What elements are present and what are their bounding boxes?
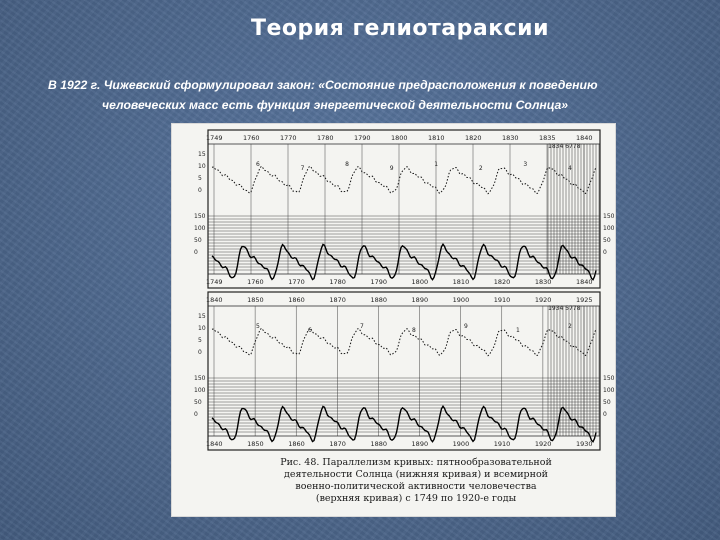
bottom_panel-lower-year-label: 1860 [288, 440, 305, 448]
bottom_panel-y-tick-upper: 10 [198, 325, 206, 332]
bottom_panel-peak-label: 1 [516, 327, 520, 334]
bottom_panel-y-tick-lower: 100 [194, 387, 206, 394]
bottom_panel-peak-label: 5 [256, 323, 260, 330]
caption-line-2: деятельности Солнца (нижняя кривая) и вс… [283, 469, 549, 480]
top_panel-peak-label: 3 [523, 161, 527, 168]
top_panel-upper-year-label: 1830 [502, 134, 519, 142]
top_panel-peak-label: 6 [256, 161, 260, 168]
bottom_panel-upper-year-label: 1840 [206, 296, 223, 304]
bottom_panel-peak-label: 6 [308, 327, 312, 334]
top_panel-upper-year-label: 1810 [428, 134, 445, 142]
bottom_panel-upper-year-label: 1860 [288, 296, 305, 304]
bottom_panel-y-tick-right: 0 [603, 411, 607, 418]
figure-chart-svg: 1749 1760 1770 1780 1790 1800 1810 1820 1830 1835… [194, 129, 615, 451]
bottom_panel-lower-year-label: 1930 [576, 440, 593, 448]
top_panel-y-tick-right: 0 [603, 249, 607, 256]
top_panel-y-tick-right: 50 [603, 237, 611, 244]
caption-line-3: военно-политической активности человечес… [295, 481, 537, 492]
top_panel-upper-extra-label: 1834 6778 [548, 143, 581, 150]
bottom_panel-upper-year-label: 1870 [329, 296, 346, 304]
bottom_panel-y-tick-upper: 0 [198, 349, 202, 356]
top_panel-y-tick-upper: 15 [198, 151, 206, 158]
bottom_panel-upper-year-label: 1910 [494, 296, 511, 304]
bottom_panel-y-tick-lower: 150 [194, 375, 206, 382]
bottom_panel-lower-year-label: 1910 [494, 440, 511, 448]
top_panel-peak-label: 9 [390, 165, 394, 172]
top_panel-peak-label: 4 [568, 165, 572, 172]
top_panel-lower-year-label: 1770 [288, 278, 305, 286]
slide-body-text: В 1922 г. Чижевский сформулировал закон:… [48, 75, 698, 115]
top_panel-peak-label: 2 [479, 165, 483, 172]
slide-title: Теория гелиотараксии [250, 16, 550, 41]
bottom_panel-war-activity-curve [211, 327, 597, 357]
bottom_panel-upper-year-label: 1850 [247, 296, 264, 304]
bottom_panel-lower-year-label: 1880 [370, 440, 387, 448]
top_panel-lower-year-label: 1790 [370, 278, 387, 286]
top_panel-peak-label: 7 [301, 165, 305, 172]
bottom_panel-lower-year-label: 1870 [329, 440, 346, 448]
bottom_panel-y-tick-right: 50 [603, 399, 611, 406]
top_panel-lower-year-label: 1830 [535, 278, 552, 286]
top_panel-peak-label: 8 [345, 161, 349, 168]
bottom_panel-sunspot-curve [211, 405, 597, 443]
figure-caption: Рис. 48. Параллелизм кривых: пятнообразо… [266, 457, 566, 505]
top_panel-upper-year-label: 1780 [317, 134, 334, 142]
top_panel-upper-year-label: 1800 [391, 134, 408, 142]
top_panel-y-tick-right: 100 [603, 225, 615, 232]
top_panel-upper-year-label: 1840 [576, 134, 593, 142]
bottom_panel-frame [207, 291, 601, 451]
bottom_panel-peak-label: 2 [568, 323, 572, 330]
bottom_panel-lower-year-label: 1840 [206, 440, 223, 448]
top_panel-y-tick-lower: 150 [194, 213, 206, 220]
bottom_panel-lower-year-label: 1850 [247, 440, 264, 448]
bottom_panel-lower-year-label: 1920 [535, 440, 552, 448]
top_panel-upper-year-label: 1770 [280, 134, 297, 142]
top_panel-y-tick-lower: 0 [194, 249, 198, 256]
top_panel-frame [207, 129, 601, 289]
bottom_panel-y-tick-upper: 5 [198, 337, 202, 344]
scanned-figure: 1749 1760 1770 1780 1790 1800 1810 1820 1830 1835… [172, 124, 615, 516]
bottom_panel-upper-year-label: 1925 [576, 296, 593, 304]
bottom_panel-y-tick-right: 100 [603, 387, 615, 394]
bottom_panel-peak-label: 7 [360, 323, 364, 330]
bottom_panel-upper-year-label: 1880 [370, 296, 387, 304]
top_panel-lower-year-label: 1820 [494, 278, 511, 286]
top_panel-lower-year-label: 1800 [412, 278, 429, 286]
bottom_panel-y-tick-upper: 15 [198, 313, 206, 320]
bottom_panel-y-tick-right: 150 [603, 375, 615, 382]
top_panel-y-tick-right: 150 [603, 213, 615, 220]
top_panel-lower-year-label: 1749 [206, 278, 223, 286]
bottom_panel-peak-label: 8 [412, 327, 416, 334]
top_panel-lower-year-label: 1760 [247, 278, 264, 286]
top_panel-lower-year-label: 1780 [329, 278, 346, 286]
bottom_panel-y-tick-lower: 50 [194, 399, 202, 406]
top_panel-war-activity-curve [211, 165, 597, 195]
top_panel-lower-year-label: 1810 [453, 278, 470, 286]
top_panel-lower-year-label: 1840 [576, 278, 593, 286]
top_panel-upper-year-label: 1749 [206, 134, 223, 142]
top_panel-upper-year-label: 1790 [354, 134, 371, 142]
top_panel-upper-year-label: 1760 [243, 134, 260, 142]
bottom_panel-lower-year-label: 1890 [412, 440, 429, 448]
caption-line-4: (верхняя кривая) с 1749 по 1920-е годы [315, 493, 517, 504]
bottom_panel-lower-year-label: 1900 [453, 440, 470, 448]
bottom_panel-y-tick-lower: 0 [194, 411, 198, 418]
bottom_panel-upper-extra-label: 1934 5778 [548, 305, 581, 312]
top_panel-peak-label: 1 [434, 161, 438, 168]
top_panel-y-tick-upper: 0 [198, 187, 202, 194]
top_panel-y-tick-upper: 10 [198, 163, 206, 170]
bottom_panel-peak-label: 9 [464, 323, 468, 330]
top_panel-y-tick-upper: 5 [198, 175, 202, 182]
body-line-1: В 1922 г. Чижевский сформулировал закон:… [48, 78, 598, 92]
top_panel-upper-year-label: 1835 [539, 134, 556, 142]
caption-line-1: Рис. 48. Параллелизм кривых: пятнообразо… [280, 457, 552, 468]
top_panel-upper-year-label: 1820 [465, 134, 482, 142]
bottom_panel-upper-year-label: 1900 [453, 296, 470, 304]
top_panel-y-tick-lower: 50 [194, 237, 202, 244]
bottom_panel-upper-year-label: 1920 [535, 296, 552, 304]
top_panel-y-tick-lower: 100 [194, 225, 206, 232]
bottom_panel-upper-year-label: 1890 [412, 296, 429, 304]
top_panel-sunspot-curve [211, 243, 597, 281]
body-line-2: человеческих масс есть функция энергетич… [102, 98, 569, 112]
